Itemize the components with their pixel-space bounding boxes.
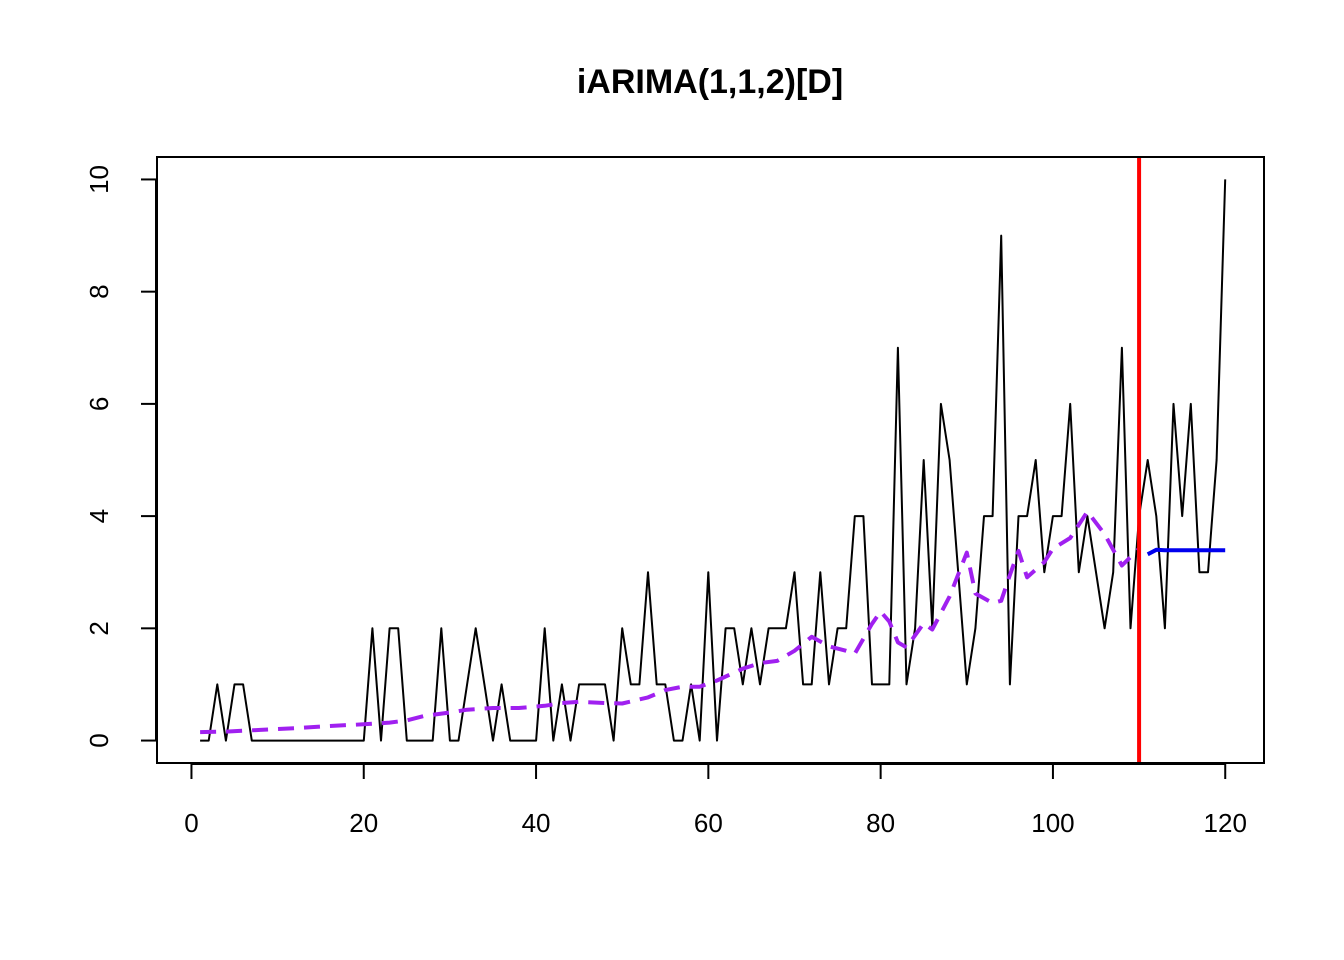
- x-tick-label: 0: [184, 808, 198, 838]
- y-tick-label: 2: [84, 621, 114, 635]
- actuals-series-line: [200, 179, 1227, 742]
- y-tick-label: 10: [84, 165, 114, 194]
- x-tick-label: 20: [349, 808, 378, 838]
- forecast-series-line: [1146, 547, 1226, 557]
- x-tick-label: 40: [522, 808, 551, 838]
- x-tick-label: 80: [866, 808, 895, 838]
- y-tick-label: 4: [84, 509, 114, 523]
- y-tick-label: 0: [84, 733, 114, 747]
- y-tick-label: 6: [84, 397, 114, 411]
- chart-title: iARIMA(1,1,2)[D]: [577, 63, 843, 101]
- y-axis: 0 2 4 6 8 10: [84, 165, 157, 748]
- fitted-series-line: [200, 509, 1141, 735]
- plot-frame: [156, 156, 1265, 764]
- x-tick-label: 120: [1204, 808, 1247, 838]
- series-layer: [200, 179, 1227, 742]
- y-tick-label: 8: [84, 284, 114, 298]
- x-axis: 0 20 40 60 80 100 120: [184, 763, 1247, 838]
- x-tick-label: 60: [694, 808, 723, 838]
- x-tick-label: 100: [1031, 808, 1074, 838]
